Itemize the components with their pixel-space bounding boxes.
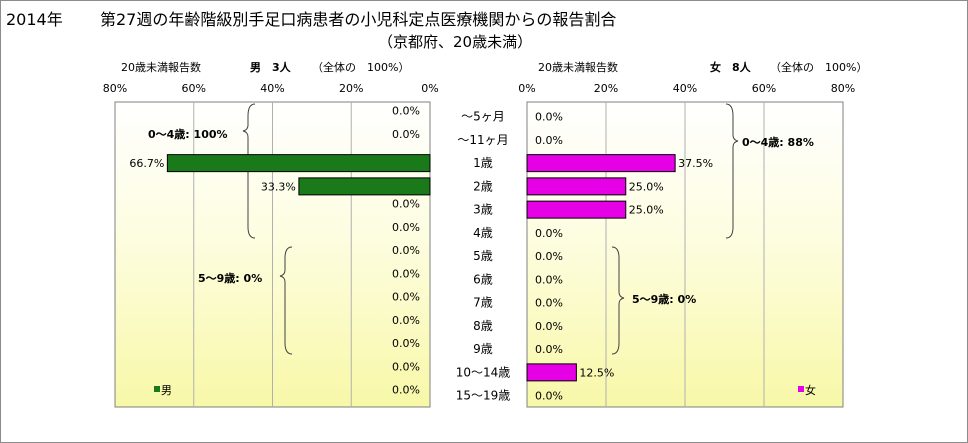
female-data-label: 0.0%: [535, 273, 563, 286]
left-x-tick-label: 80%: [103, 82, 127, 95]
male-data-label: 0.0%: [392, 384, 420, 397]
male-data-label: 0.0%: [392, 267, 420, 280]
y-category-label: 3歳: [473, 203, 493, 217]
left-x-tick-label: 40%: [260, 82, 284, 95]
right-gender-count: 女 8人: [710, 61, 751, 74]
female-data-label: 0.0%: [535, 111, 563, 124]
legend-female-label: 女: [805, 384, 816, 397]
female-data-label: 0.0%: [535, 390, 563, 403]
female-data-label: 37.5%: [678, 157, 713, 170]
chart-title: 第27週の年齢階級別手足口病患者の小児科定点医療機関からの報告割合: [100, 10, 617, 29]
male-data-label: 0.0%: [392, 291, 420, 304]
male-data-label: 0.0%: [392, 198, 420, 211]
right-bracket-0-4-label: 0～4歳: 88%: [742, 136, 814, 149]
female-data-label: 0.0%: [535, 297, 563, 310]
y-category-label: 15～19歳: [456, 389, 511, 403]
female-data-label: 0.0%: [535, 320, 563, 333]
legend-male-label: 男: [161, 384, 172, 397]
female-bar: [526, 200, 627, 219]
male-data-label: 0.0%: [392, 128, 420, 141]
y-category-label: ～5ヶ月: [461, 110, 505, 124]
male-data-label: 0.0%: [392, 337, 420, 350]
male-data-label: 0.0%: [392, 360, 420, 373]
female-data-label: 12.5%: [579, 366, 614, 379]
female-data-label: 0.0%: [535, 343, 563, 356]
female-data-label: 0.0%: [535, 134, 563, 147]
chart-subtitle: （京都府、20歳未満）: [378, 33, 533, 51]
y-category-label: 10～14歳: [456, 365, 511, 379]
left-bracket-5-9: [279, 246, 293, 355]
right-x-tick-label: 20%: [594, 82, 618, 95]
male-data-label: 33.3%: [261, 180, 296, 193]
male-bar: [298, 177, 431, 196]
legend-male-swatch: [154, 386, 160, 392]
female-bar: [526, 177, 627, 196]
male-data-label: 0.0%: [392, 221, 420, 234]
y-category-label: 2歳: [473, 179, 493, 193]
female-data-label: 0.0%: [535, 250, 563, 263]
left-x-tick-label: 0%: [421, 82, 438, 95]
y-category-label: 6歳: [473, 272, 493, 286]
left-caption: 20歳未満報告数: [121, 61, 201, 74]
left-gender-count: 男 3人: [250, 61, 291, 74]
left-bracket-0-4: [242, 103, 256, 239]
chart-year: 2014年: [6, 10, 63, 29]
male-data-label: 66.7%: [129, 157, 164, 170]
y-category-label: 4歳: [473, 226, 493, 240]
left-bracket-0-4-label: 0～4歳: 100%: [148, 128, 228, 141]
male-data-label: 0.0%: [392, 244, 420, 257]
left-x-tick-label: 60%: [182, 82, 206, 95]
y-category-label: ～11ヶ月: [457, 133, 508, 147]
left-bracket-5-9-label: 5～9歳: 0%: [198, 272, 263, 285]
y-category-label: 5歳: [473, 249, 493, 263]
right-x-tick-label: 0%: [518, 82, 535, 95]
right-scope: （全体の 100%）: [770, 61, 868, 74]
female-data-label: 0.0%: [535, 227, 563, 240]
male-bar: [166, 154, 431, 173]
female-data-label: 25.0%: [629, 180, 664, 193]
legend-female-swatch: [798, 386, 804, 392]
right-x-tick-label: 80%: [831, 82, 855, 95]
female-data-label: 25.0%: [629, 204, 664, 217]
female-bar: [526, 154, 676, 173]
right-bracket-5-9: [611, 246, 625, 355]
y-category-label: 1歳: [473, 156, 493, 170]
left-x-tick-label: 20%: [339, 82, 363, 95]
female-bar: [526, 363, 577, 382]
male-data-label: 0.0%: [392, 314, 420, 327]
y-category-label: 8歳: [473, 319, 493, 333]
right-caption: 20歳未満報告数: [538, 61, 618, 74]
male-data-label: 0.0%: [392, 105, 420, 118]
y-category-label: 9歳: [473, 342, 493, 356]
right-bracket-5-9-label: 5～9歳: 0%: [632, 293, 697, 306]
left-scope: （全体の 100%）: [312, 61, 410, 74]
right-x-tick-label: 60%: [752, 82, 776, 95]
right-bracket-0-4: [725, 103, 739, 239]
y-category-label: 7歳: [473, 296, 493, 310]
right-x-tick-label: 40%: [673, 82, 697, 95]
